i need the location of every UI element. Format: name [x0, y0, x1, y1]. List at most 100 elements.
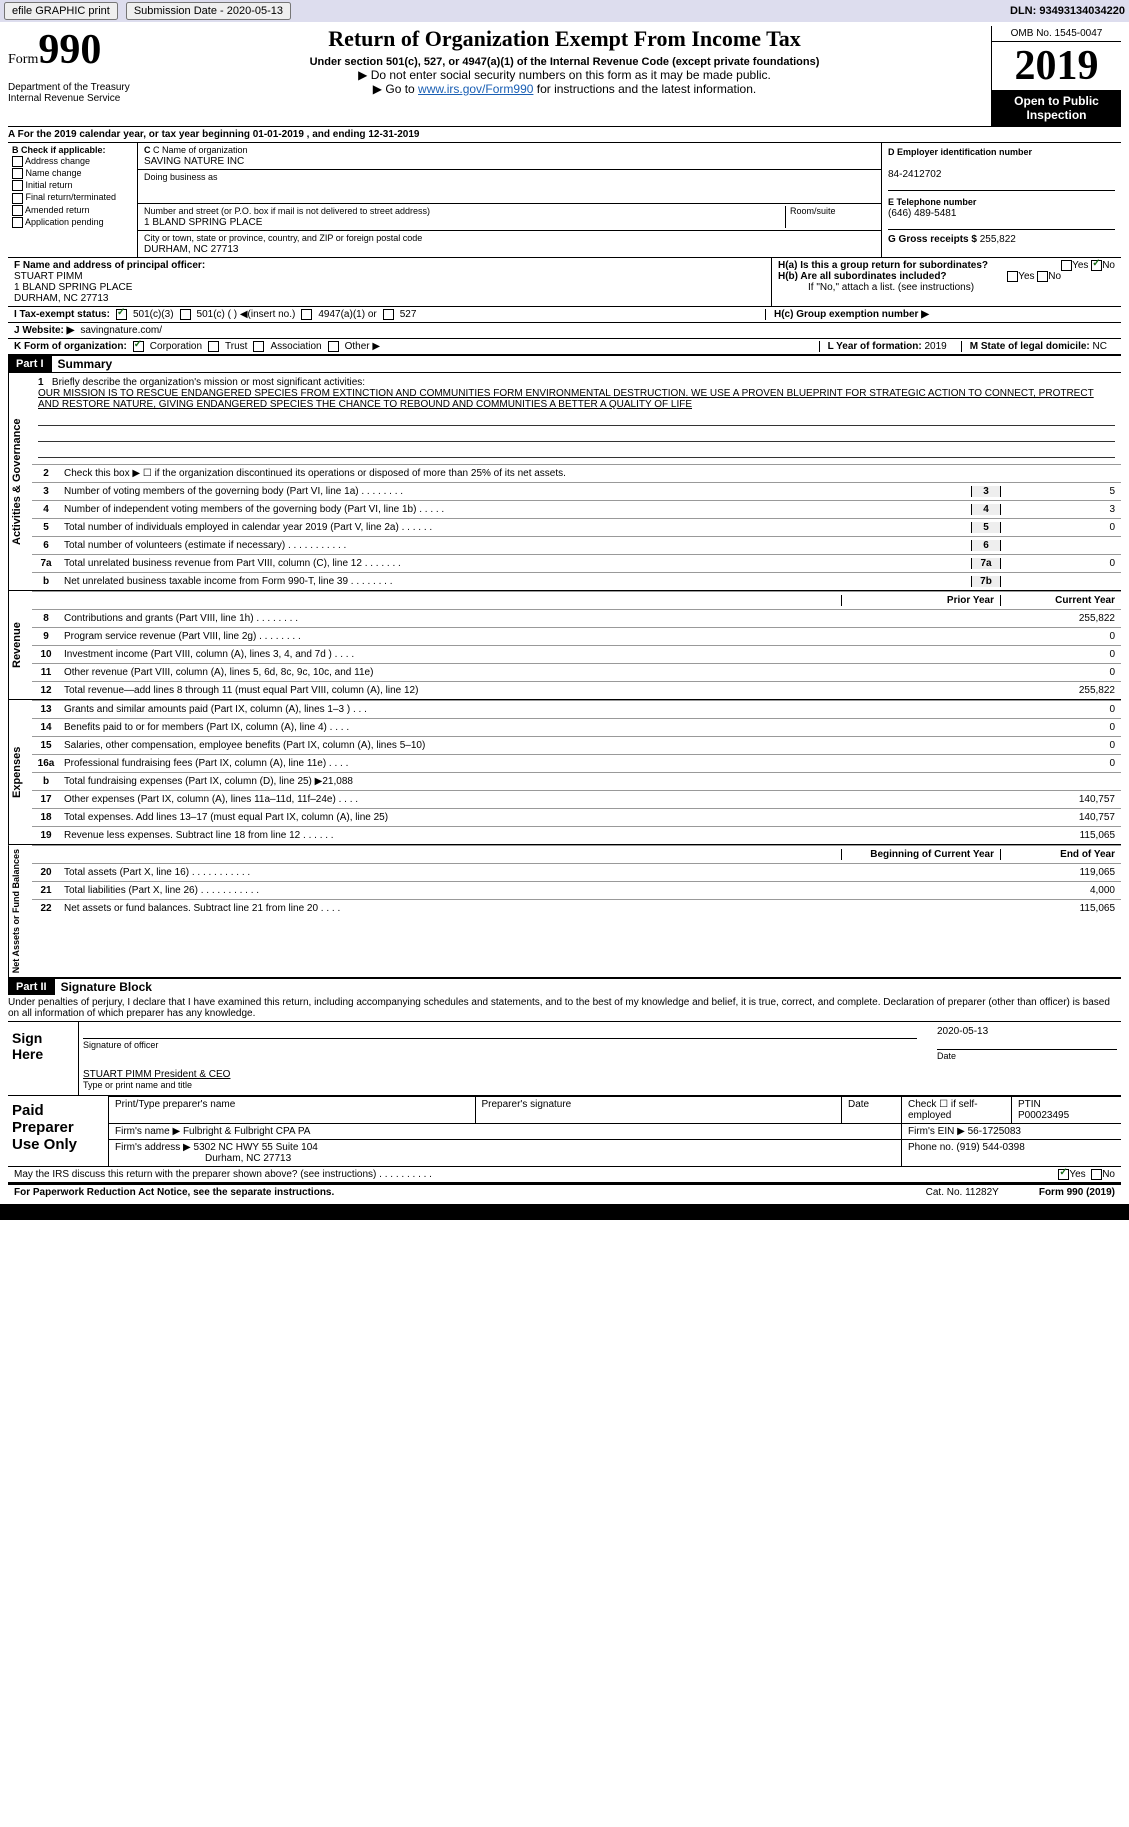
line13-text: Grants and similar amounts paid (Part IX… — [60, 703, 841, 716]
self-employed-label: Check ☐ if self-employed — [901, 1096, 1011, 1123]
line21-text: Total liabilities (Part X, line 26) . . … — [60, 884, 841, 897]
d-ein-label: D Employer identification number — [888, 147, 1032, 157]
submission-date-button[interactable]: Submission Date - 2020-05-13 — [126, 2, 291, 20]
state-domicile: NC — [1093, 341, 1107, 352]
line13-value: 0 — [1001, 704, 1121, 715]
line7a-text: Total unrelated business revenue from Pa… — [60, 557, 971, 570]
paid-preparer-label: Paid Preparer Use Only — [8, 1096, 108, 1166]
line2-text: Check this box ▶ ☐ if the organization d… — [60, 467, 1121, 480]
line3-text: Number of voting members of the governin… — [60, 485, 971, 498]
pra-notice: For Paperwork Reduction Act Notice, see … — [14, 1187, 334, 1198]
line9-text: Program service revenue (Part VIII, line… — [60, 630, 841, 643]
checkbox-hb-no[interactable] — [1037, 271, 1048, 282]
line8-text: Contributions and grants (Part VIII, lin… — [60, 612, 841, 625]
org-name: SAVING NATURE INC — [144, 156, 244, 167]
line9-value: 0 — [1001, 631, 1121, 642]
line7b-text: Net unrelated business taxable income fr… — [60, 575, 971, 588]
tax-year: 2019 — [992, 42, 1121, 90]
firm-ein: 56-1725083 — [968, 1126, 1021, 1137]
line5-text: Total number of individuals employed in … — [60, 521, 971, 534]
line19-text: Revenue less expenses. Subtract line 18 … — [60, 829, 841, 842]
checkbox-trust[interactable] — [208, 341, 219, 352]
sign-here-label: Sign Here — [8, 1022, 78, 1095]
checkbox-other[interactable] — [328, 341, 339, 352]
officer-street: 1 BLAND SPRING PLACE — [14, 282, 132, 293]
discuss-text: May the IRS discuss this return with the… — [14, 1169, 432, 1180]
k-label: K Form of organization: — [14, 341, 127, 352]
cat-no: Cat. No. 11282Y — [926, 1187, 999, 1198]
omb-number: OMB No. 1545-0047 — [992, 26, 1121, 42]
checkbox-app-pending[interactable] — [12, 217, 23, 228]
city-value: DURHAM, NC 27713 — [144, 244, 238, 255]
line1-num: 1 — [38, 377, 44, 388]
print-name-label: Type or print name and title — [83, 1080, 192, 1090]
checkbox-corp[interactable] — [133, 341, 144, 352]
line7a-value: 0 — [1001, 558, 1121, 569]
col-prior-year: Prior Year — [841, 595, 1001, 606]
officer-print-name: STUART PIMM President & CEO — [83, 1069, 230, 1080]
col-end-year: End of Year — [1001, 849, 1121, 860]
efile-print-button[interactable]: efile GRAPHIC print — [4, 2, 118, 20]
year-formation: 2019 — [924, 341, 946, 352]
officer-city: DURHAM, NC 27713 — [14, 293, 108, 304]
checkbox-final-return[interactable] — [12, 193, 23, 204]
signature-officer-label: Signature of officer — [83, 1038, 917, 1050]
perjury-declaration: Under penalties of perjury, I declare th… — [8, 995, 1121, 1021]
note-goto-pre: ▶ Go to — [373, 82, 418, 96]
checkbox-501c3[interactable] — [116, 309, 127, 320]
hb-label: H(b) Are all subordinates included? — [778, 271, 947, 282]
note-goto-post: for instructions and the latest informat… — [533, 82, 756, 96]
prep-sig-label: Preparer's signature — [475, 1096, 842, 1123]
checkbox-ha-no[interactable] — [1091, 260, 1102, 271]
irs-link[interactable]: www.irs.gov/Form990 — [418, 82, 533, 96]
line16a-value: 0 — [1001, 758, 1121, 769]
line10-text: Investment income (Part VIII, column (A)… — [60, 648, 841, 661]
checkbox-hb-yes[interactable] — [1007, 271, 1018, 282]
line8-value: 255,822 — [1001, 613, 1121, 624]
checkbox-527[interactable] — [383, 309, 394, 320]
line20-value: 119,065 — [1001, 867, 1121, 878]
checkbox-discuss-no[interactable] — [1091, 1169, 1102, 1180]
top-bar: efile GRAPHIC print Submission Date - 20… — [0, 0, 1129, 22]
open-public-badge: Open to Public Inspection — [992, 90, 1121, 126]
mission-text: OUR MISSION IS TO RESCUE ENDANGERED SPEC… — [38, 388, 1094, 410]
line20-text: Total assets (Part X, line 16) . . . . .… — [60, 866, 841, 879]
line5-value: 0 — [1001, 522, 1121, 533]
checkbox-initial-return[interactable] — [12, 180, 23, 191]
line12-text: Total revenue—add lines 8 through 11 (mu… — [60, 684, 841, 697]
hb-note: If "No," attach a list. (see instruction… — [778, 282, 1115, 293]
col-current-year: Current Year — [1001, 595, 1121, 606]
tab-net-assets: Net Assets or Fund Balances — [8, 845, 32, 977]
checkbox-name-change[interactable] — [12, 168, 23, 179]
checkbox-amended[interactable] — [12, 205, 23, 216]
line14-text: Benefits paid to or for members (Part IX… — [60, 721, 841, 734]
m-label: M State of legal domicile: — [970, 341, 1093, 352]
firm-name-label: Firm's name ▶ — [115, 1126, 180, 1137]
col-beginning-year: Beginning of Current Year — [841, 849, 1001, 860]
l-label: L Year of formation: — [828, 341, 925, 352]
street-label: Number and street (or P.O. box if mail i… — [144, 206, 430, 216]
tab-expenses: Expenses — [8, 700, 32, 844]
checkbox-address-change[interactable] — [12, 156, 23, 167]
checkbox-assoc[interactable] — [253, 341, 264, 352]
j-label: J Website: ▶ — [14, 325, 74, 336]
website-value: savingnature.com/ — [80, 325, 162, 336]
f-officer-label: F Name and address of principal officer: — [14, 260, 205, 271]
line22-text: Net assets or fund balances. Subtract li… — [60, 902, 841, 915]
line6-text: Total number of volunteers (estimate if … — [60, 539, 971, 552]
checkbox-4947[interactable] — [301, 309, 312, 320]
form-header: Form990 Department of the Treasury Inter… — [8, 26, 1121, 126]
gross-receipts-value: 255,822 — [980, 234, 1016, 245]
checkbox-501c[interactable] — [180, 309, 191, 320]
hc-label: H(c) Group exemption number ▶ — [774, 309, 929, 320]
checkbox-discuss-yes[interactable] — [1058, 1169, 1069, 1180]
section-b: B Check if applicable: Address change Na… — [8, 143, 138, 257]
c-name-label: C C Name of organization — [144, 145, 248, 155]
line18-text: Total expenses. Add lines 13–17 (must eq… — [60, 811, 841, 824]
date-label: Date — [937, 1049, 1117, 1061]
prep-name-label: Print/Type preparer's name — [108, 1096, 475, 1123]
form-subtitle: Under section 501(c), 527, or 4947(a)(1)… — [146, 56, 983, 68]
part2-title: Signature Block — [61, 980, 152, 994]
checkbox-ha-yes[interactable] — [1061, 260, 1072, 271]
firm-ein-label: Firm's EIN ▶ — [908, 1126, 965, 1137]
